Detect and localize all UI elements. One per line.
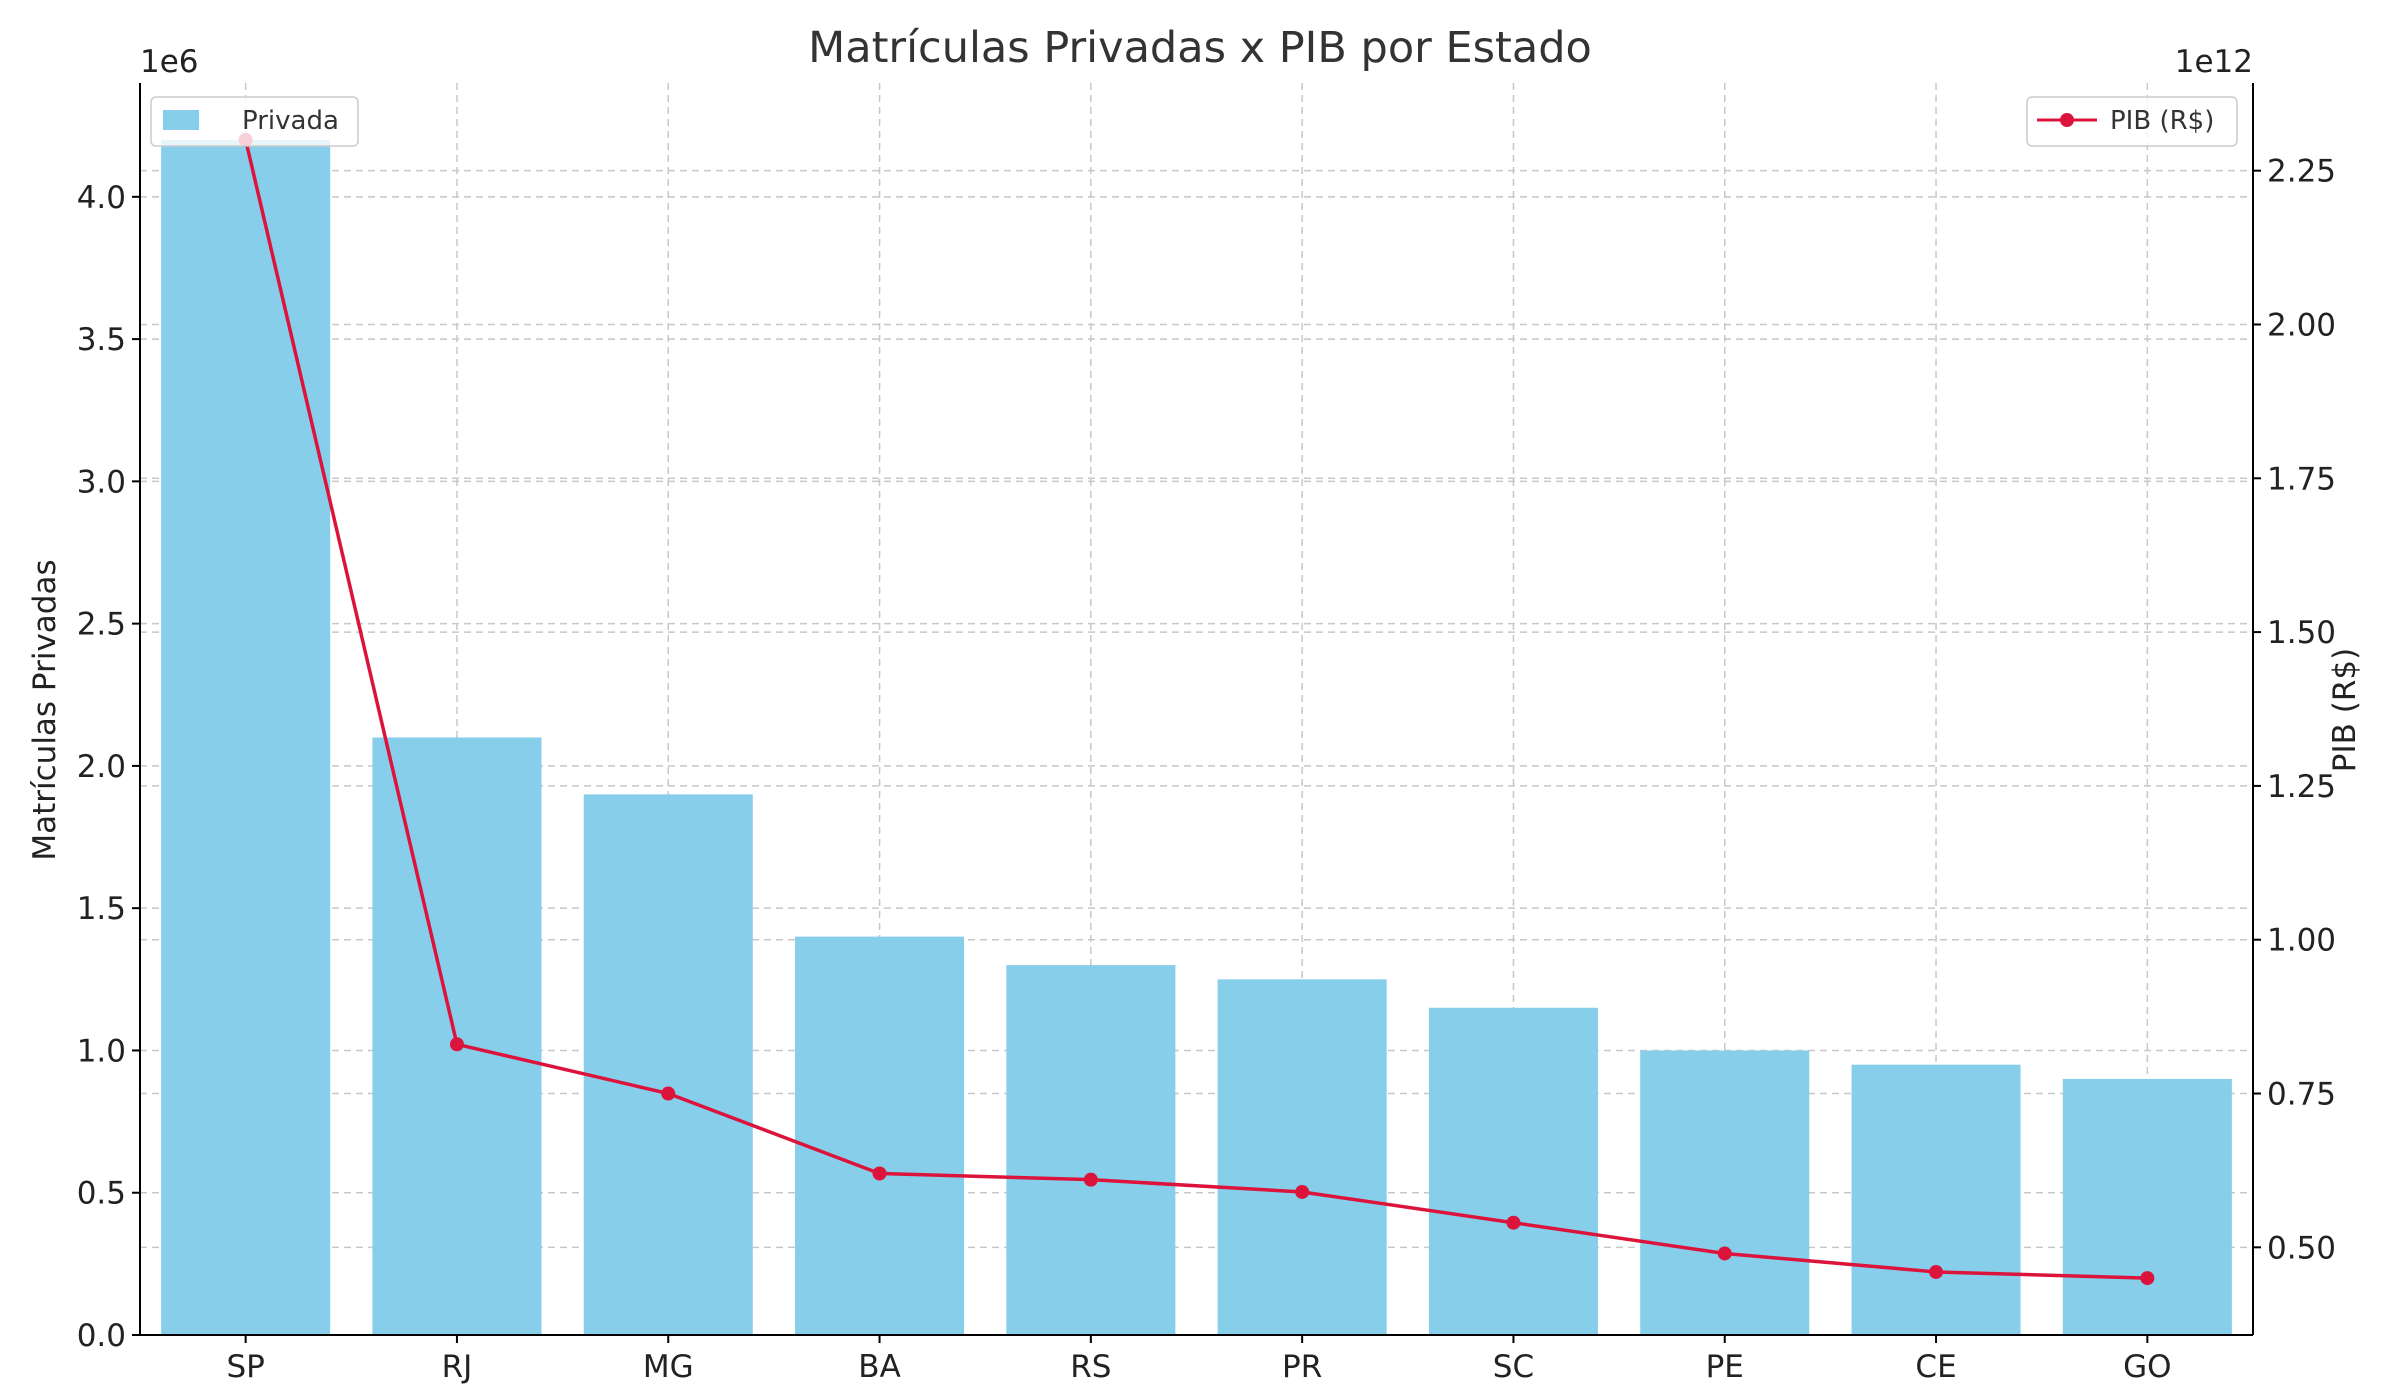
y-tick-label: 0.5 <box>77 1176 126 1212</box>
legend-bar-frame <box>150 96 359 147</box>
x-tick-label: SC <box>1493 1349 1534 1385</box>
y-tick-label: 0.0 <box>77 1318 126 1354</box>
axes-layer: 0.0 0.5 1.0 1.5 2.0 2.5 3.0 3.5 4.0 0.50 0.75 1.00 1… <box>77 83 2336 1385</box>
pib-line <box>243 139 2148 1280</box>
y2-tick-label: 2.25 <box>2267 154 2336 190</box>
legend-line-label: PIB (R$) <box>2110 106 2214 136</box>
x-tick-label: BA <box>858 1349 900 1385</box>
line-layer <box>238 132 2155 1286</box>
pib-point-mg <box>661 1086 676 1101</box>
x-tick-label: MG <box>643 1349 694 1385</box>
legend-bar-swatch <box>163 110 199 130</box>
bar-sp <box>161 139 331 1336</box>
y-tick-label: 1.0 <box>77 1033 126 1069</box>
bar-ba <box>795 936 965 1335</box>
y2-tick-label: 1.25 <box>2267 769 2336 805</box>
legend-line: PIB (R$) <box>2026 96 2238 147</box>
pib-point-sc <box>1506 1215 1521 1230</box>
bar-pe <box>1640 1050 1810 1335</box>
x-tick-label: SP <box>226 1349 264 1385</box>
bar-rs <box>1006 965 1176 1335</box>
y2-tick-label: 1.00 <box>2267 923 2336 959</box>
x-tick-label: CE <box>1915 1349 1956 1385</box>
legend-line-frame <box>2026 96 2238 147</box>
pib-point-rj <box>449 1037 464 1052</box>
y2-axis-title: PIB (R$) <box>2327 648 2363 772</box>
bar-mg <box>583 794 753 1335</box>
y-offset-label: 1e6 <box>140 44 199 80</box>
bar-go <box>2062 1078 2232 1335</box>
x-tick-label: GO <box>2123 1349 2171 1385</box>
legend-bar: Privada <box>150 96 359 147</box>
grid-layer <box>140 83 2253 1336</box>
pib-point-ba <box>872 1166 887 1181</box>
y2-tick-label: 1.75 <box>2267 461 2336 497</box>
y2-tick-label: 1.50 <box>2267 615 2336 651</box>
pib-point-rs <box>1083 1172 1098 1187</box>
pib-point-go <box>2140 1271 2155 1286</box>
pib-point-pe <box>1717 1246 1732 1261</box>
y-axis-title: Matrículas Privadas <box>27 559 63 860</box>
chart-title: Matrículas Privadas x PIB por Estado <box>808 23 1592 73</box>
bar-ce <box>1851 1064 2021 1335</box>
y2-tick-label: 0.50 <box>2267 1230 2336 1266</box>
pib-point-pr <box>1295 1184 1310 1199</box>
bar-pr <box>1217 979 1387 1335</box>
x-tick-label: PE <box>1706 1349 1744 1385</box>
legend-line-marker <box>2060 113 2074 127</box>
y2-tick-label: 2.00 <box>2267 307 2336 343</box>
y2-tick-label: 0.75 <box>2267 1077 2336 1113</box>
y2-offset-label: 1e12 <box>2175 44 2253 80</box>
legend-bar-label: Privada <box>242 106 339 136</box>
pib-point-ce <box>1929 1264 1944 1279</box>
bar-rj <box>372 737 542 1335</box>
y-tick-label: 3.0 <box>77 464 126 500</box>
bars-layer <box>161 139 2232 1336</box>
y-tick-label: 3.5 <box>77 322 126 358</box>
x-tick-label: RS <box>1070 1349 1111 1385</box>
y-tick-label: 2.0 <box>77 749 126 785</box>
x-tick-label: PR <box>1282 1349 1322 1385</box>
y-tick-label: 4.0 <box>77 180 126 216</box>
x-tick-label: RJ <box>442 1349 473 1385</box>
bar-sc <box>1428 1007 1598 1335</box>
y-tick-label: 1.5 <box>77 891 126 927</box>
y-tick-label: 2.5 <box>77 607 126 643</box>
